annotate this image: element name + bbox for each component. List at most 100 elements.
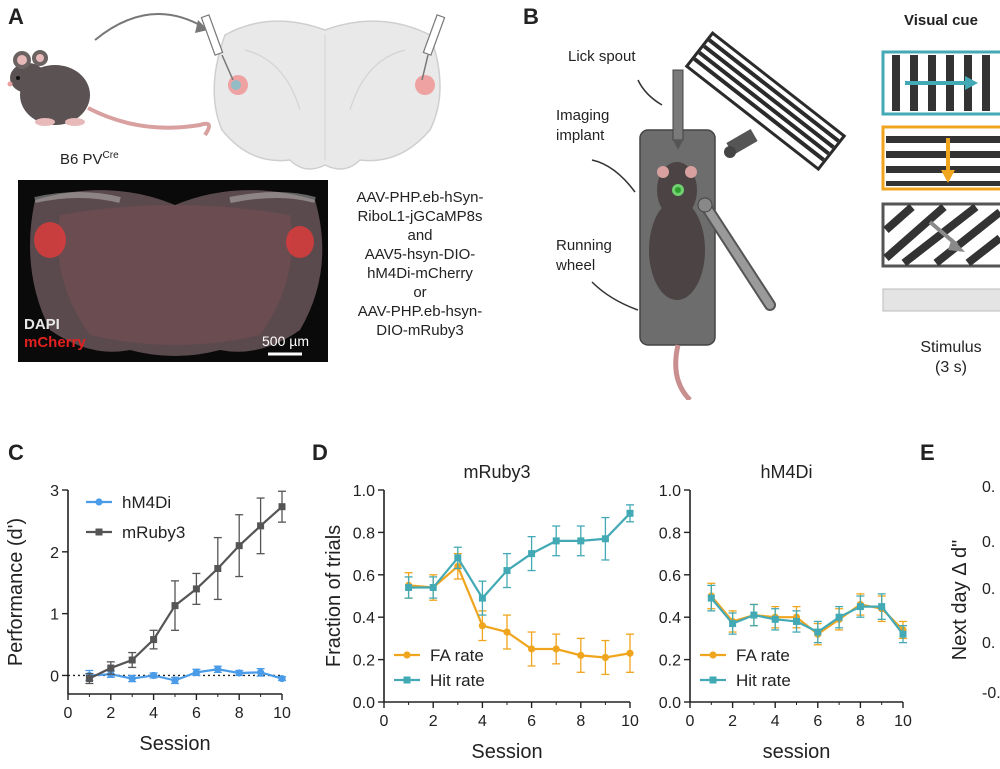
data-point	[85, 675, 93, 683]
x-tick-label: 6	[813, 713, 822, 730]
mcherry-label: mCherry	[24, 334, 86, 351]
y-tick-label: 0.2	[353, 653, 375, 670]
syringe-left-icon	[200, 14, 234, 81]
data-point	[814, 628, 822, 636]
data-point	[707, 594, 715, 602]
y-tick-label: 0.0	[353, 695, 375, 712]
y-axis-label: Next day Δ d"	[949, 540, 971, 661]
visual-cue-go-icon	[881, 50, 1000, 116]
y-tick-label: 0.	[982, 581, 995, 598]
panel-label-a: A	[8, 4, 24, 29]
x-tick-label: 10	[621, 713, 639, 730]
y-tick-label: 1.0	[659, 483, 681, 500]
legend-marker	[403, 676, 411, 684]
data-point	[150, 671, 158, 680]
legend-marker	[709, 676, 717, 684]
data-point	[577, 537, 585, 545]
x-tick-label: 2	[728, 713, 737, 730]
lick-spout-icon	[672, 69, 684, 141]
data-point	[235, 669, 243, 677]
construct-line: and	[407, 227, 433, 244]
data-point	[235, 542, 243, 550]
data-point	[750, 611, 758, 619]
data-point	[214, 665, 222, 673]
x-tick-label: 6	[527, 713, 536, 730]
y-tick-label: -0.	[982, 685, 1000, 702]
panel-label-e: E	[920, 440, 935, 465]
data-point	[835, 613, 843, 621]
legend-marker	[95, 498, 103, 506]
construct-line: AAV5-hsyn-DIO-	[364, 246, 476, 263]
data-point	[171, 676, 179, 684]
x-tick-label: 2	[429, 713, 438, 730]
data-point	[257, 668, 265, 676]
data-point	[528, 645, 536, 653]
arrow-head	[195, 20, 208, 33]
visual-cue-diagonal-icon	[881, 202, 1000, 268]
scale-bar-label: 500 µm	[262, 333, 309, 349]
x-tick-label: 6	[192, 705, 201, 722]
series-line	[408, 512, 631, 600]
y-tick-label: 0.4	[659, 610, 681, 627]
x-tick-label: 4	[771, 713, 780, 730]
data-point	[278, 674, 286, 683]
series-line	[89, 668, 283, 682]
x-tick-label: 10	[894, 713, 912, 730]
y-tick-label: 0.0	[659, 695, 681, 712]
x-axis-label: Session	[471, 741, 542, 763]
construct-line: RiboL1-jGCaMP8s	[357, 208, 483, 225]
x-tick-label: 4	[478, 713, 487, 730]
brain-schematic-icon	[213, 20, 441, 170]
data-point	[528, 550, 536, 558]
y-tick-label: 1	[50, 607, 59, 624]
data-point	[793, 617, 800, 625]
x-axis-label: session	[763, 741, 831, 763]
lick-spout-label: Lick spout	[568, 48, 636, 65]
y-tick-label: 0.	[982, 635, 995, 652]
camera-icon	[724, 128, 758, 158]
y-tick-label: 0.8	[353, 525, 375, 542]
construct-line: AAV-PHP.eb-hSyn-	[356, 189, 484, 206]
data-point	[128, 656, 136, 664]
x-tick-label: 8	[856, 713, 865, 730]
series-line	[88, 505, 283, 680]
construct-line: AAV-PHP.eb-hsyn-	[357, 303, 483, 320]
data-point	[503, 567, 511, 575]
chart-title: mRuby3	[463, 462, 530, 482]
legend-label: FA rate	[736, 646, 790, 665]
x-tick-label: 8	[576, 713, 585, 730]
legend-marker	[95, 528, 103, 536]
data-point	[552, 537, 560, 545]
data-point	[192, 668, 200, 676]
construct-list: AAV-PHP.eb-hSyn- RiboL1-jGCaMP8s and AAV…	[330, 188, 510, 340]
imaging-implant-label: Imaging implant	[556, 107, 610, 144]
data-point	[771, 615, 779, 623]
data-point	[214, 565, 222, 573]
injection-arrow	[94, 13, 206, 41]
series-line	[710, 595, 904, 636]
gray-screen-icon	[882, 288, 1000, 312]
x-tick-label: 2	[106, 705, 115, 722]
y-tick-label: 0.6	[659, 568, 681, 585]
data-point	[856, 603, 864, 611]
data-point	[729, 620, 737, 628]
data-point	[478, 594, 486, 602]
data-point	[429, 584, 437, 592]
y-tick-label: 0.4	[353, 610, 375, 627]
data-point	[899, 630, 907, 638]
data-point	[503, 628, 511, 636]
mouse-topview-icon	[649, 162, 705, 400]
legend-label: Hit rate	[736, 671, 791, 690]
x-tick-label: 10	[273, 705, 291, 722]
syringe-right-icon	[421, 14, 446, 81]
data-point	[601, 535, 609, 543]
y-tick-label: 3	[50, 483, 59, 500]
data-point	[626, 509, 634, 517]
construct-line: hM4Di-mCherry	[367, 265, 473, 282]
mouse-label: B6 PVCre	[60, 150, 119, 168]
data-point	[107, 664, 115, 672]
y-tick-label: 0.6	[353, 568, 375, 585]
data-point	[128, 674, 136, 683]
panel-b-illustration	[591, 31, 1000, 400]
legend-marker	[403, 651, 411, 659]
